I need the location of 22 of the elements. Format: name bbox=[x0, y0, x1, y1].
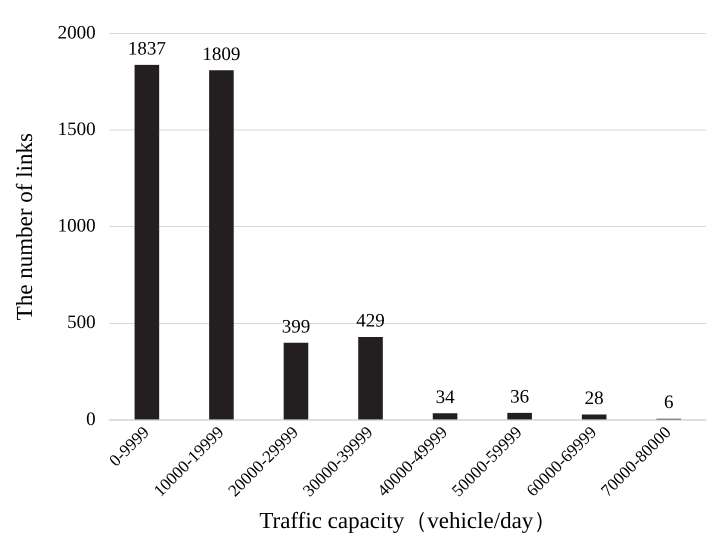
y-tick-label: 1000 bbox=[58, 216, 96, 237]
bar bbox=[358, 336, 383, 420]
data-label: 399 bbox=[282, 316, 310, 338]
y-tick-label: 0 bbox=[86, 408, 96, 430]
bar bbox=[209, 70, 234, 420]
x-axis-title: Traffic capacity（vehicle/day） bbox=[259, 508, 556, 534]
data-label: 6 bbox=[664, 392, 674, 414]
y-tick-label: 1500 bbox=[58, 119, 96, 140]
y-tick-label: 500 bbox=[67, 312, 96, 334]
data-label: 1837 bbox=[128, 38, 166, 60]
data-label: 1809 bbox=[202, 44, 240, 65]
y-tick-label: 2000 bbox=[58, 22, 96, 44]
bar bbox=[432, 413, 458, 420]
y-axis-title: The number of links bbox=[12, 133, 37, 320]
bar bbox=[582, 414, 606, 420]
data-label: 28 bbox=[584, 388, 604, 409]
bar bbox=[134, 64, 160, 420]
data-label: 36 bbox=[510, 386, 530, 408]
data-label: 429 bbox=[356, 310, 385, 332]
data-label: 34 bbox=[436, 386, 456, 408]
bar bbox=[507, 412, 532, 420]
bar bbox=[284, 342, 308, 420]
